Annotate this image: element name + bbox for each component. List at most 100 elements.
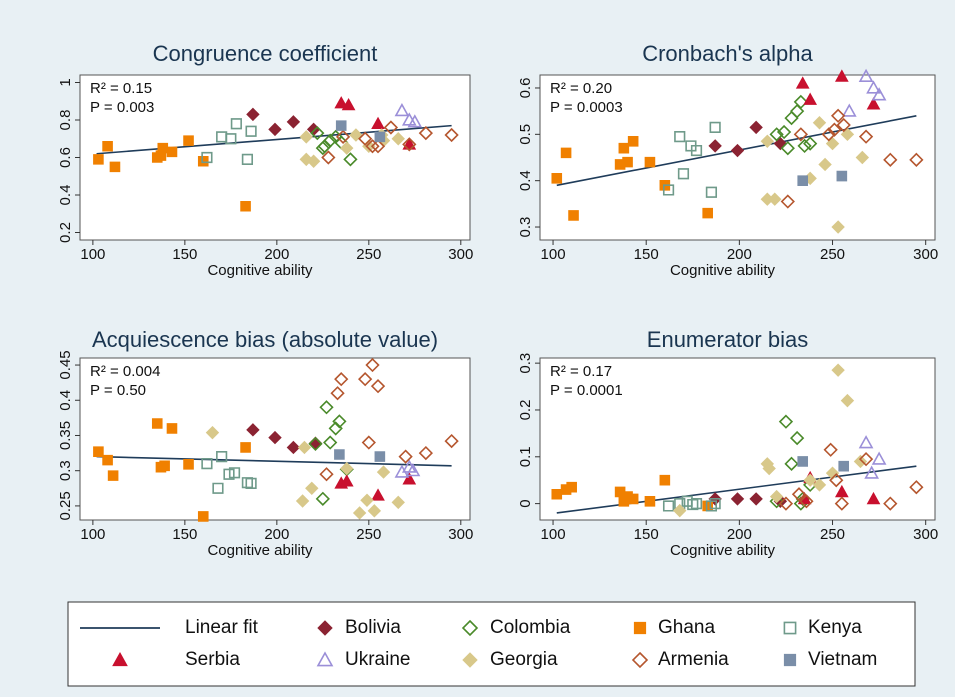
panel-title: Acquiescence bias (absolute value) bbox=[92, 327, 438, 352]
x-tick-label: 200 bbox=[264, 526, 289, 543]
legend-label: Armenia bbox=[658, 649, 729, 670]
marker bbox=[391, 132, 405, 146]
marker bbox=[286, 115, 301, 129]
y-tick-label: 0.4 bbox=[57, 185, 74, 206]
legend-label: Serbia bbox=[185, 649, 240, 670]
marker bbox=[836, 117, 851, 133]
marker bbox=[858, 452, 874, 467]
marker bbox=[102, 140, 113, 152]
stat-annotation: P = 0.003 bbox=[90, 99, 154, 116]
marker bbox=[830, 108, 846, 123]
stat-annotation: P = 0.0003 bbox=[550, 99, 623, 116]
marker bbox=[371, 488, 385, 501]
marker bbox=[825, 466, 840, 480]
marker bbox=[829, 473, 844, 488]
y-tick-label: 0 bbox=[517, 499, 534, 507]
marker bbox=[240, 200, 251, 212]
legend-marker bbox=[316, 651, 334, 667]
marker bbox=[334, 96, 349, 109]
stat-annotation: R² = 0.17 bbox=[550, 363, 612, 380]
marker bbox=[268, 122, 282, 137]
marker bbox=[749, 120, 763, 135]
marker bbox=[376, 465, 391, 479]
marker bbox=[803, 136, 818, 151]
marker bbox=[627, 135, 639, 147]
marker bbox=[107, 470, 119, 481]
marker bbox=[216, 451, 228, 463]
x-tick-label: 250 bbox=[820, 526, 845, 543]
marker bbox=[762, 461, 776, 476]
marker bbox=[370, 379, 386, 394]
marker bbox=[840, 393, 855, 408]
marker bbox=[405, 463, 421, 477]
y-tick-label: 0.5 bbox=[517, 124, 534, 145]
marker bbox=[358, 371, 373, 387]
marker bbox=[340, 461, 354, 476]
plot-area bbox=[539, 74, 936, 241]
marker bbox=[402, 137, 417, 152]
y-tick-label: 0.6 bbox=[517, 78, 534, 99]
legend-marker bbox=[112, 651, 128, 667]
marker bbox=[223, 468, 235, 480]
marker bbox=[334, 371, 349, 387]
marker bbox=[323, 435, 338, 450]
marker bbox=[795, 76, 810, 89]
x-tick-label: 150 bbox=[634, 246, 659, 263]
marker bbox=[241, 153, 254, 165]
marker bbox=[321, 150, 336, 165]
marker bbox=[93, 446, 104, 457]
legend-label: Georgia bbox=[490, 649, 558, 670]
marker bbox=[109, 161, 121, 173]
marker bbox=[245, 477, 257, 489]
marker bbox=[622, 156, 633, 168]
panel-title: Cronbach's alpha bbox=[642, 41, 813, 66]
marker bbox=[335, 120, 347, 131]
marker bbox=[343, 152, 358, 167]
marker bbox=[778, 496, 794, 511]
marker bbox=[240, 442, 251, 453]
x-axis-label: Cognitive ability bbox=[207, 542, 313, 559]
marker bbox=[319, 400, 334, 415]
marker bbox=[166, 423, 178, 434]
legend-label: Linear fit bbox=[185, 617, 259, 638]
marker bbox=[769, 489, 784, 504]
marker bbox=[836, 170, 848, 182]
x-tick-label: 200 bbox=[264, 246, 289, 263]
legend-marker bbox=[633, 621, 647, 635]
marker bbox=[365, 139, 380, 154]
marker bbox=[286, 440, 301, 455]
marker bbox=[245, 125, 257, 137]
marker bbox=[332, 414, 347, 429]
panel-title: Congruence coefficient bbox=[153, 41, 378, 66]
marker bbox=[705, 186, 718, 198]
marker bbox=[709, 121, 721, 133]
marker bbox=[566, 481, 577, 493]
marker bbox=[662, 184, 675, 196]
marker bbox=[690, 498, 703, 510]
marker bbox=[831, 363, 845, 377]
marker bbox=[797, 138, 812, 154]
marker bbox=[407, 114, 423, 128]
marker bbox=[789, 104, 805, 119]
marker bbox=[812, 478, 827, 492]
marker bbox=[840, 127, 855, 142]
legend-label: Bolivia bbox=[345, 617, 401, 638]
marker bbox=[673, 503, 687, 518]
marker bbox=[444, 433, 459, 449]
legend-box bbox=[67, 601, 916, 687]
marker bbox=[183, 459, 194, 470]
marker bbox=[418, 125, 433, 141]
marker bbox=[230, 118, 242, 130]
marker bbox=[866, 80, 881, 94]
marker bbox=[866, 97, 881, 110]
x-tick-label: 100 bbox=[541, 526, 566, 543]
marker bbox=[102, 454, 113, 466]
marker bbox=[858, 68, 874, 82]
marker bbox=[708, 139, 722, 153]
marker bbox=[838, 460, 850, 472]
y-tick-label: 0.3 bbox=[57, 460, 74, 481]
y-tick-label: 0.25 bbox=[57, 491, 74, 520]
marker bbox=[841, 103, 857, 117]
marker bbox=[784, 456, 799, 471]
